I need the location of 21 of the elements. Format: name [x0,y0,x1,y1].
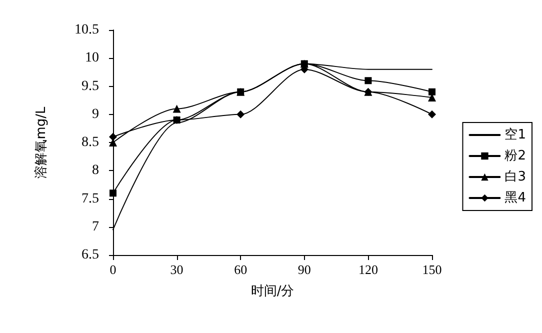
y-tick-label: 8 [92,163,99,178]
y-tick-label: 9 [92,106,99,122]
x-tick-label: 0 [110,262,116,277]
x-tick-label: 120 [358,262,378,277]
legend-label: 空1 [504,128,526,142]
y-tick-label: 7 [92,219,99,234]
y-tick-label: 6.5 [82,248,99,262]
x-tick-label: 60 [234,262,248,277]
x-axis-title: 时间/分 [250,284,294,299]
x-tick-label: 30 [170,262,184,277]
legend-label: 白3 [504,170,526,184]
y-tick-label: 7.5 [82,191,99,206]
y-axis-title: 溶解氧mg/L [33,106,49,178]
x-tick-label: 90 [298,262,311,277]
y-tick-label: 9.5 [82,78,99,94]
legend-label: 黑4 [504,190,526,206]
y-tick-label: 10 [85,50,99,66]
y-tick-label: 8.5 [82,135,99,150]
x-tick-label: 150 [422,262,442,277]
legend-label: 粉2 [504,148,526,164]
y-tick-label: 10.5 [74,22,99,38]
